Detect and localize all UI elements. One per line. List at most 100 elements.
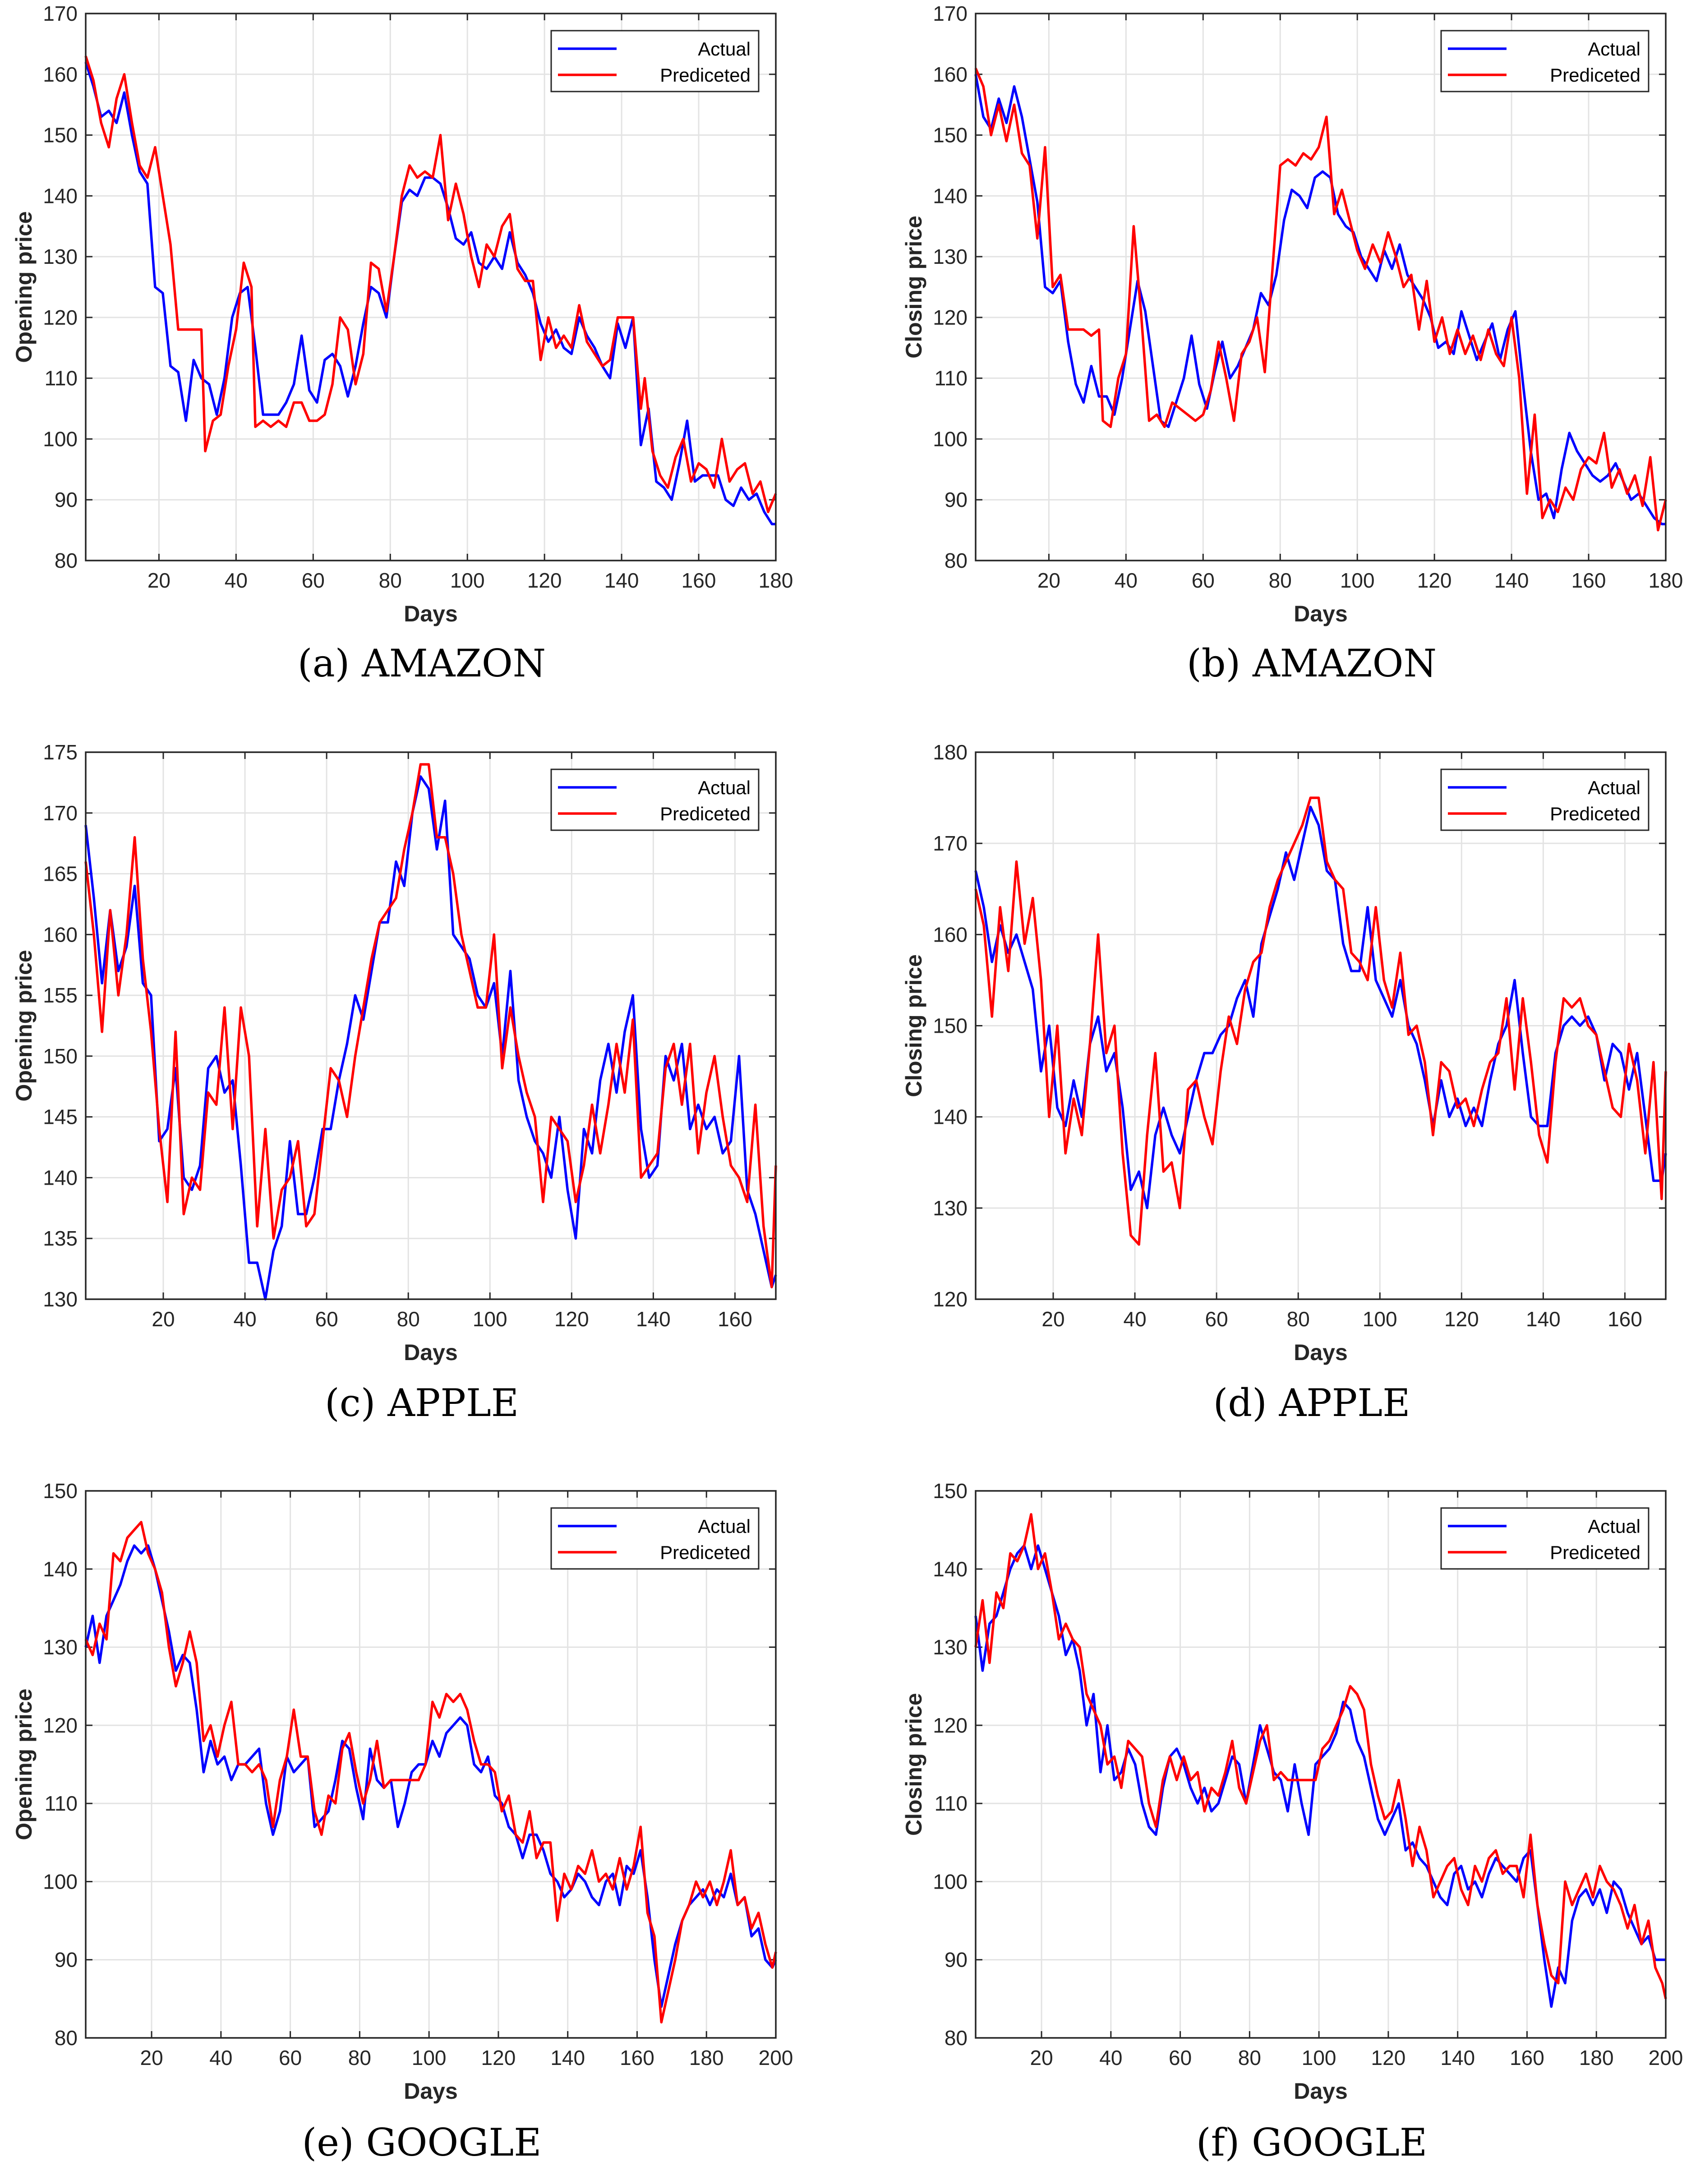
legend-box bbox=[550, 768, 760, 831]
x-tick-label: 80 bbox=[348, 2046, 371, 2069]
legend: Actual Prediceted bbox=[1440, 768, 1650, 831]
panel-caption: (f) GOOGLE bbox=[1196, 2120, 1427, 2165]
y-tick-label: 140 bbox=[43, 184, 78, 207]
x-tick-label: 120 bbox=[1371, 2046, 1406, 2069]
y-tick-label: 100 bbox=[43, 1870, 78, 1893]
legend-label: Actual bbox=[698, 38, 751, 60]
x-tick-label: 60 bbox=[1192, 569, 1215, 592]
y-tick-label: 90 bbox=[945, 488, 968, 511]
x-tick-label: 160 bbox=[1608, 1307, 1642, 1331]
series-line-predicted bbox=[974, 796, 1667, 1246]
legend-label: Prediceted bbox=[660, 1542, 751, 1563]
x-tick-label: 60 bbox=[1169, 2046, 1192, 2069]
y-tick-label: 130 bbox=[43, 245, 78, 268]
y-tick-label: 140 bbox=[43, 1557, 78, 1581]
chart-panel-e: 20 40 60 80 100 120 140 160 180 200 80 90 100 110 120 1… bbox=[11, 1479, 793, 2165]
x-tick-label: 160 bbox=[1510, 2046, 1544, 2069]
y-tick-label: 140 bbox=[933, 1557, 968, 1581]
x-tick-label: 80 bbox=[397, 1307, 420, 1331]
x-tick-label: 100 bbox=[412, 2046, 447, 2069]
plot-area bbox=[86, 1491, 776, 2038]
x-tick-label: 160 bbox=[1571, 569, 1606, 592]
y-tick-label: 145 bbox=[43, 1105, 78, 1129]
x-tick-label: 40 bbox=[225, 569, 248, 592]
y-tick-label: 170 bbox=[43, 2, 78, 25]
y-tick-label: 160 bbox=[933, 923, 968, 946]
axes-box bbox=[975, 13, 1667, 561]
x-axis-label: Days bbox=[1294, 601, 1348, 626]
legend-box bbox=[1440, 30, 1650, 92]
y-tick-label: 150 bbox=[43, 1479, 78, 1503]
y-tick-label: 135 bbox=[43, 1227, 78, 1250]
y-tick-label: 120 bbox=[43, 1714, 78, 1737]
x-tick-label: 20 bbox=[140, 2046, 163, 2069]
series-line-actual bbox=[84, 1544, 777, 2008]
y-tick-label: 100 bbox=[933, 1870, 968, 1893]
legend-box bbox=[550, 1507, 760, 1570]
y-tick-label: 175 bbox=[43, 740, 78, 764]
y-tick-label: 110 bbox=[935, 367, 968, 390]
series-line-actual bbox=[974, 74, 1666, 525]
y-tick-label: 130 bbox=[933, 1636, 968, 1659]
y-tick-label: 120 bbox=[933, 306, 968, 329]
x-tick-label: 80 bbox=[1287, 1307, 1310, 1331]
x-tick-label: 120 bbox=[481, 2046, 516, 2069]
x-tick-label: 140 bbox=[1526, 1307, 1561, 1331]
y-tick-label: 150 bbox=[933, 124, 968, 147]
x-tick-label: 120 bbox=[1444, 1307, 1479, 1331]
x-tick-label: 40 bbox=[233, 1307, 256, 1331]
x-tick-label: 140 bbox=[1440, 2046, 1475, 2069]
x-tick-label: 100 bbox=[1302, 2046, 1336, 2069]
x-tick-label: 160 bbox=[718, 1307, 752, 1331]
x-axis-label: Days bbox=[1294, 2078, 1348, 2104]
series-line-predicted bbox=[84, 1521, 777, 2024]
legend: Actual Prediceted bbox=[550, 768, 760, 831]
legend-label: Prediceted bbox=[660, 64, 751, 86]
x-axis-label: Days bbox=[404, 2078, 458, 2104]
x-tick-label: 120 bbox=[554, 1307, 589, 1331]
x-tick-label: 100 bbox=[473, 1307, 507, 1331]
x-tick-label: 60 bbox=[279, 2046, 302, 2069]
x-tick-label: 120 bbox=[527, 569, 562, 592]
x-tick-label: 100 bbox=[1340, 569, 1375, 592]
legend-label: Actual bbox=[698, 777, 751, 798]
x-tick-label: 40 bbox=[209, 2046, 232, 2069]
x-tick-label: 40 bbox=[1099, 2046, 1122, 2069]
x-tick-label: 60 bbox=[315, 1307, 338, 1331]
x-tick-label: 200 bbox=[1649, 2046, 1683, 2069]
y-tick-label: 150 bbox=[933, 1479, 968, 1503]
x-tick-label: 100 bbox=[1363, 1307, 1397, 1331]
y-tick-label: 170 bbox=[933, 2, 968, 25]
axes-box bbox=[85, 1490, 777, 2039]
y-tick-label: 150 bbox=[933, 1014, 968, 1038]
y-tick-label: 150 bbox=[43, 1044, 78, 1068]
y-tick-label: 150 bbox=[43, 124, 78, 147]
legend-label: Prediceted bbox=[1550, 64, 1640, 86]
x-tick-label: 20 bbox=[1037, 569, 1060, 592]
plot-area bbox=[976, 1491, 1666, 2038]
legend: Actual Prediceted bbox=[550, 30, 760, 92]
x-tick-label: 80 bbox=[379, 569, 402, 592]
x-tick-label: 80 bbox=[1269, 569, 1292, 592]
legend-box bbox=[1440, 1507, 1650, 1570]
legend: Actual Prediceted bbox=[1440, 1507, 1650, 1570]
x-tick-label: 180 bbox=[759, 569, 793, 592]
y-tick-label: 110 bbox=[935, 1792, 968, 1815]
y-axis-label: Closing price bbox=[901, 1693, 926, 1836]
x-tick-label: 120 bbox=[1417, 569, 1452, 592]
chart-panel-f: 20 40 60 80 100 120 140 160 180 200 80 90 100 110 120 1… bbox=[901, 1479, 1683, 2165]
y-tick-label: 100 bbox=[933, 427, 968, 451]
y-tick-label: 120 bbox=[43, 306, 78, 329]
legend: Actual Prediceted bbox=[1440, 30, 1650, 92]
x-tick-label: 140 bbox=[550, 2046, 585, 2069]
y-tick-label: 90 bbox=[945, 1948, 968, 1972]
legend-label: Actual bbox=[1588, 777, 1640, 798]
y-tick-label: 80 bbox=[945, 2026, 968, 2050]
panel-caption: (c) APPLE bbox=[325, 1381, 519, 1425]
x-tick-label: 100 bbox=[450, 569, 485, 592]
y-tick-label: 140 bbox=[933, 184, 968, 207]
x-tick-label: 160 bbox=[682, 569, 716, 592]
x-tick-label: 180 bbox=[1579, 2046, 1614, 2069]
legend-label: Actual bbox=[1588, 38, 1640, 60]
x-tick-label: 180 bbox=[689, 2046, 724, 2069]
